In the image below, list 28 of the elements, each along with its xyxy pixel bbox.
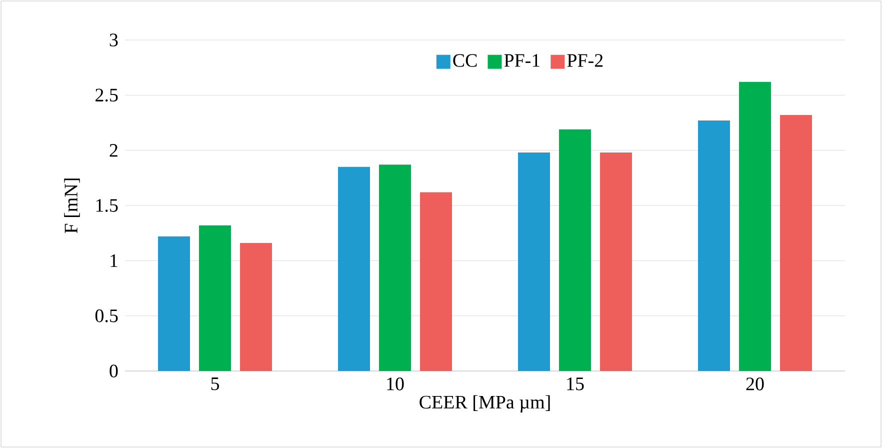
bar — [199, 225, 232, 371]
bar — [420, 192, 452, 371]
x-tick-label: 5 — [211, 378, 220, 390]
bar — [739, 82, 772, 371]
bar — [379, 164, 412, 371]
bar — [518, 152, 550, 371]
bar — [158, 236, 190, 371]
bar — [698, 120, 730, 371]
bar — [600, 152, 632, 371]
bar — [240, 243, 272, 371]
y-tick-label: 1.5 — [96, 199, 118, 212]
y-tick-label: 3 — [110, 34, 118, 46]
y-tick-label: 2 — [110, 144, 118, 157]
x-tick-label: 15 — [567, 378, 584, 390]
bar — [338, 166, 370, 371]
y-tick-label: 1 — [110, 254, 118, 267]
y-tick-label: 0.5 — [95, 309, 118, 322]
bar — [559, 129, 592, 371]
y-axis-title: F [mN] — [64, 178, 80, 234]
y-tick-label: 0 — [110, 364, 118, 378]
x-tick-label: 20 — [746, 378, 764, 390]
legend-label: PF-2 — [567, 54, 603, 67]
x-tick-label: 10 — [387, 378, 404, 390]
x-axis-title: CEER [MPa µm] — [420, 395, 550, 412]
legend-label: CC — [453, 54, 477, 67]
bar — [780, 115, 812, 371]
y-tick-label: 2.5 — [96, 88, 118, 102]
legend-label: PF-1 — [504, 54, 540, 67]
